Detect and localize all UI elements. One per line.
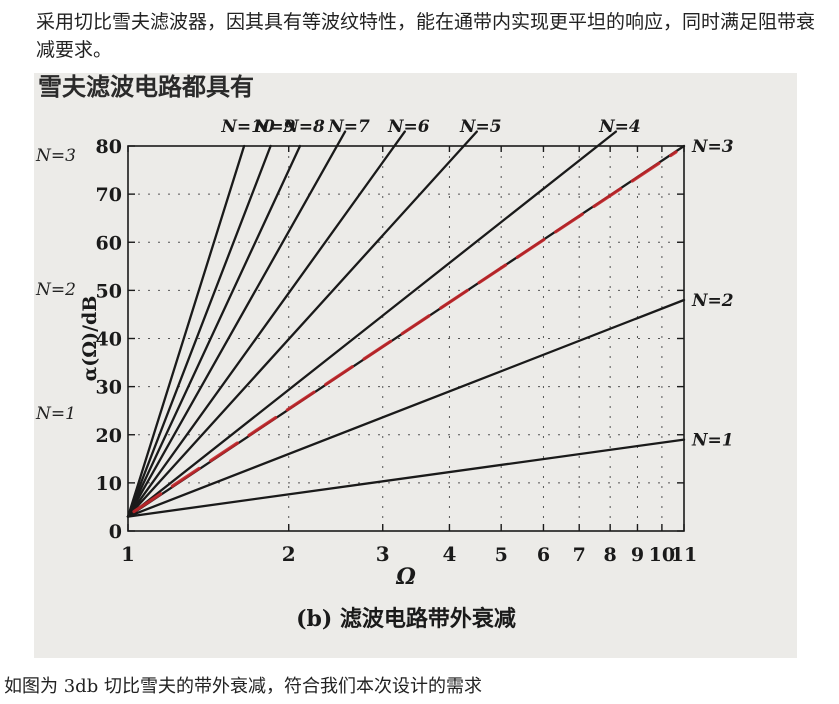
series-label: N=9: [253, 117, 296, 137]
bottom-caption: 如图为 3db 切比雪夫的带外衰减，符合我们本次设计的需求: [4, 676, 482, 697]
y-tick-label: 70: [96, 184, 122, 206]
chart-subtitle: (b) 滤波电路带外衰减: [296, 606, 516, 632]
series-label: N=3: [691, 137, 734, 157]
y-tick-label: 10: [96, 473, 122, 495]
x-tick-label: 2: [282, 542, 296, 566]
intro-paragraph: 采用切比雪夫滤波器，因其具有等波纹特性，能在通带内实现更平坦的响应，同时满足阻带…: [36, 11, 816, 61]
x-tick-label: 4: [442, 542, 456, 566]
photo-header-text: 雪夫滤波电路都具有: [38, 73, 254, 101]
y-tick-label: 80: [96, 136, 122, 158]
y-tick-label: 0: [109, 521, 122, 543]
x-tick-label: 10: [649, 544, 675, 566]
series-line-N1: [126, 438, 686, 518]
series-line-N8: [126, 144, 302, 518]
x-tick-label: 7: [573, 544, 586, 566]
chart-svg: 雪夫滤波电路都具有 N=3 N=2 N=1 0 10 20 30 40 50 60 70 80 1 2 3…: [35, 73, 734, 632]
x-tick-label: 5: [495, 544, 508, 566]
x-tick-label: 8: [604, 544, 617, 566]
chart-photo: 雪夫滤波电路都具有 N=3 N=2 N=1 0 10 20 30 40 50 60 70 80 1 2 3…: [34, 73, 797, 658]
y-tick-label: 20: [96, 425, 122, 447]
margin-label: N=1: [35, 404, 76, 424]
series-label: N=5: [459, 117, 502, 137]
y-tick-label: 60: [96, 232, 122, 254]
series-line-N7: [126, 130, 347, 518]
x-tick-label: 11: [671, 544, 697, 566]
series-line-N9: [126, 144, 272, 518]
y-axis-label: α(Ω)/dB: [79, 296, 101, 382]
series-label: N=7: [327, 117, 370, 137]
series-line-N10: [126, 144, 246, 518]
series-line-N6: [126, 130, 406, 518]
x-tick-label: 6: [537, 544, 550, 566]
series-label: N=2: [691, 291, 734, 311]
series-line-N5: [126, 130, 478, 518]
x-tick-label: 9: [631, 544, 644, 566]
red-highlight-marker: [132, 150, 678, 514]
y-tick-label: 50: [96, 280, 122, 302]
margin-label: N=3: [35, 146, 76, 166]
series-label: N=1: [691, 431, 734, 451]
series-label: N=10: [220, 117, 275, 137]
margin-label: N=2: [35, 280, 76, 300]
series-line-N2: [126, 298, 686, 518]
series-label: N=4: [598, 117, 641, 137]
x-tick-label: 3: [376, 542, 390, 566]
series-label: N=6: [387, 117, 430, 137]
x-axis-label: Ω: [395, 564, 416, 590]
series-line-N4: [126, 130, 618, 518]
y-tick-label: 40: [96, 329, 122, 351]
x-tick-label: 1: [121, 542, 135, 566]
y-tick-label: 30: [96, 377, 122, 399]
series-label: N=8: [282, 117, 325, 137]
